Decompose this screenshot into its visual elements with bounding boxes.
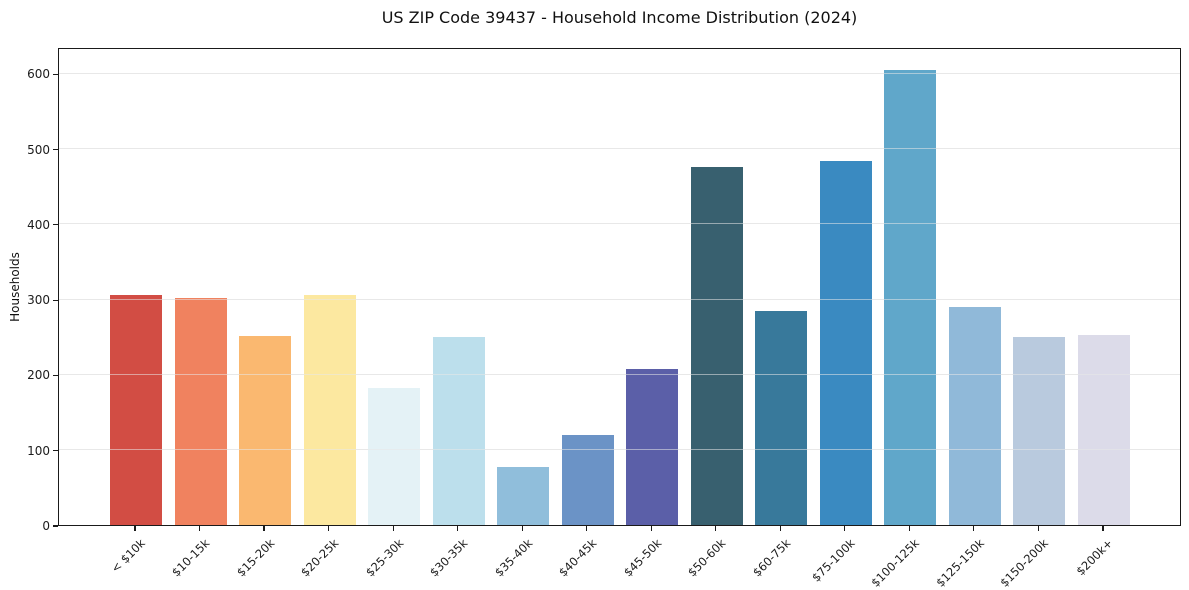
bar-10-15k [174,298,227,525]
y-tick-label: 500 [27,142,50,157]
x-tick-label: $60-75k [749,536,794,580]
bar-45-50k [626,369,679,525]
y-tick-mark [53,450,58,452]
x-tick-mark [650,526,652,531]
bar-150-200k [1013,336,1066,525]
gridline-overlay-500 [59,148,1180,150]
x-tick-label: $200k+ [1073,536,1116,579]
x-tick-mark [521,526,523,531]
x-tick-mark [779,526,781,531]
y-axis-label: Households [8,252,22,322]
y-tick-mark [53,374,58,377]
bar-35-40k [497,467,550,525]
bar-125-150k [948,307,1001,525]
y-tick-label: 200 [27,368,50,383]
x-tick-mark [973,526,975,531]
gridline-overlay-300 [59,298,1180,300]
x-tick-mark [134,526,136,531]
bar-30-35k [432,336,485,525]
x-tick-mark [1037,526,1039,531]
bar-60-75k [755,311,808,525]
bar-40-45k [561,434,614,525]
y-tick-mark [53,73,58,75]
bar-10k [110,295,162,525]
gridline-overlay-600 [59,72,1180,74]
bar-200k [1077,334,1130,525]
bar-20-25k [303,294,356,525]
x-tick-mark [392,526,394,531]
bar-75-100k [819,161,872,525]
x-tick-label: $35-40k [491,536,536,580]
x-tick-label: $30-35k [427,536,471,580]
y-tick-label: 300 [27,293,50,308]
x-tick-label: $150-200k [997,536,1052,590]
plot-area [58,48,1181,526]
x-tick-mark [715,526,717,531]
x-tick-label: < $10k [108,536,148,576]
y-tick-mark [53,149,58,151]
y-tick-label: 0 [42,519,50,533]
x-tick-mark [457,526,459,531]
x-tick-label: $15-20k [233,536,277,580]
bar-15-20k [239,336,292,525]
x-tick-mark [327,526,330,531]
gridline-overlay-400 [59,223,1180,225]
x-tick-label: $75-100k [809,536,858,585]
y-tick-mark [53,299,58,301]
x-tick-label: $25-30k [362,536,407,580]
x-tick-label: $40-45k [556,536,600,580]
x-tick-mark [586,526,588,531]
bar-25-30k [368,388,421,525]
y-tick-mark [53,224,58,226]
x-tick-mark [198,526,201,531]
x-tick-label: $45-50k [620,536,665,580]
y-tick-label: 400 [27,217,50,232]
x-tick-label: $100-125k [868,536,923,590]
bar-100-125k [884,69,937,525]
chart-title: US ZIP Code 39437 - Household Income Dis… [381,8,858,27]
x-tick-label: $50-60k [685,536,729,580]
y-tick-mark [53,525,58,527]
x-tick-mark [844,526,846,531]
x-tick-mark [1102,526,1104,531]
x-tick-label: $20-25k [298,536,342,580]
y-tick-label: 100 [27,443,50,458]
gridline-overlay-100 [59,449,1180,451]
x-tick-label: $125-150k [933,536,987,590]
bar-50-60k [690,167,743,525]
x-tick-mark [263,526,265,531]
x-tick-label: $10-15k [168,536,213,580]
gridline-overlay-200 [59,373,1180,375]
x-tick-mark [908,526,910,531]
y-tick-label: 600 [27,67,50,82]
